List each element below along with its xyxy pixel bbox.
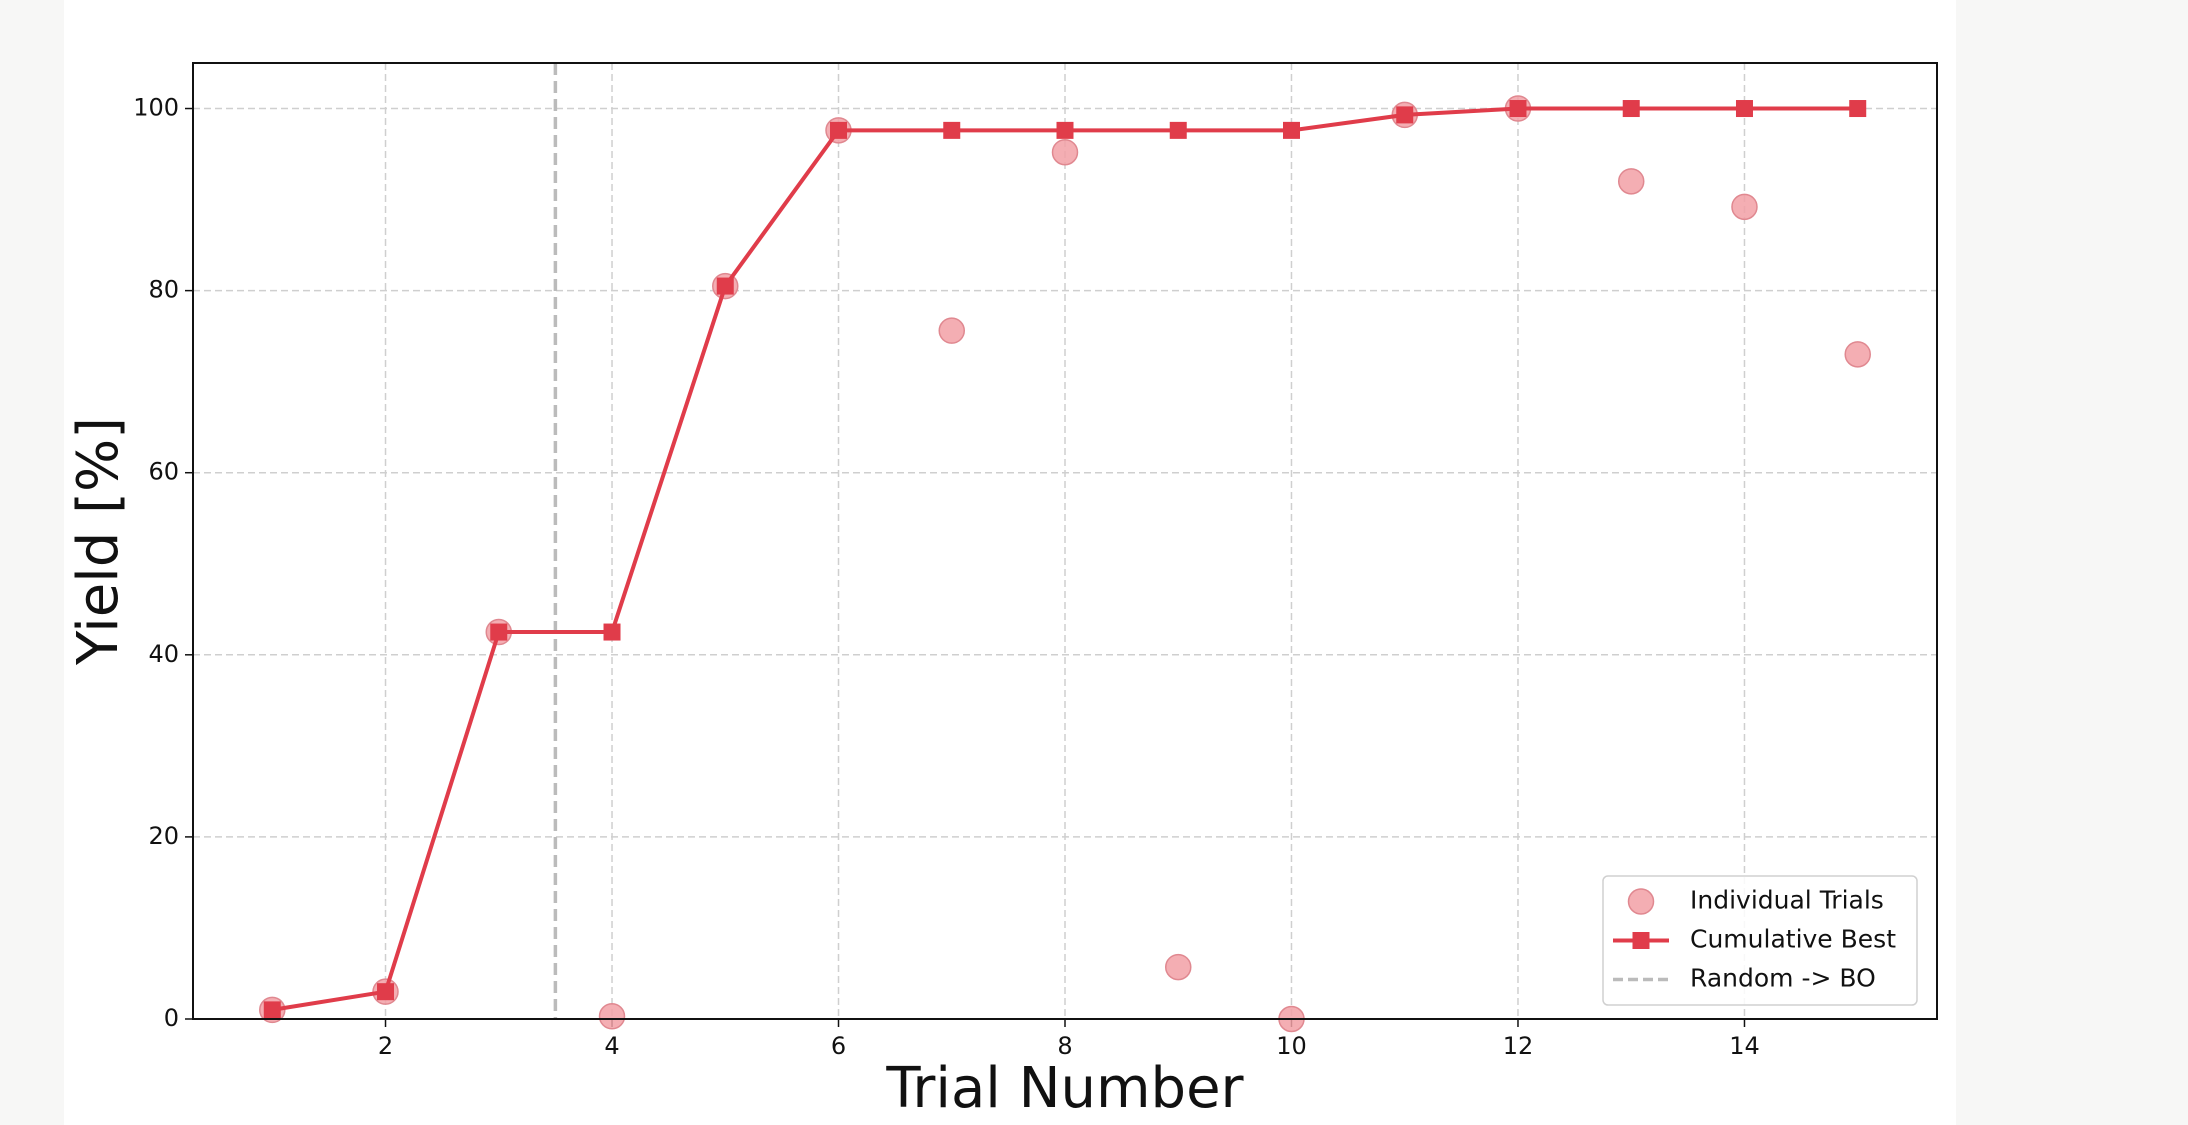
y-tick-label: 100 <box>133 94 179 122</box>
data-point <box>263 1001 281 1019</box>
data-point <box>1051 138 1079 166</box>
x-tick-label: 10 <box>1276 1032 1307 1060</box>
x-tick-label: 4 <box>604 1032 619 1060</box>
legend-marker <box>1627 888 1655 915</box>
data-point <box>943 121 961 139</box>
y-tick-label: 80 <box>148 276 179 304</box>
x-tick-label: 6 <box>831 1032 846 1060</box>
x-tick-label: 14 <box>1729 1032 1760 1060</box>
data-point <box>1622 100 1640 118</box>
data-point <box>1396 106 1414 124</box>
legend-label: Random -> BO <box>1690 964 1876 993</box>
data-point <box>1169 121 1187 139</box>
data-point <box>1731 193 1758 221</box>
plot-frame <box>192 62 1938 1020</box>
data-point <box>603 623 621 641</box>
data-point <box>1056 121 1074 139</box>
data-point <box>490 623 508 641</box>
data-point <box>1509 100 1527 118</box>
data-point <box>1282 121 1300 139</box>
data-point <box>1849 100 1867 118</box>
x-tick-label: 2 <box>378 1032 393 1060</box>
y-tick-label: 20 <box>148 822 179 850</box>
legend-label: Individual Trials <box>1690 886 1884 915</box>
legend-marker <box>1632 932 1650 949</box>
y-axis-label: Yield [%] <box>66 417 131 666</box>
data-point <box>377 983 395 1001</box>
data-point <box>938 317 966 344</box>
y-tick-label: 40 <box>148 640 179 668</box>
data-point <box>598 1003 626 1030</box>
x-tick-label: 8 <box>1057 1032 1072 1060</box>
data-point <box>830 121 848 139</box>
x-tick-label: 12 <box>1503 1032 1534 1060</box>
y-tick-label: 60 <box>148 458 179 486</box>
legend: Individual Trials Cumulative Best Random -… <box>1602 875 1918 1006</box>
data-point <box>1844 341 1871 368</box>
legend-box <box>1602 875 1918 1006</box>
y-tick-label: 0 <box>164 1004 179 1032</box>
data-point <box>1735 100 1753 118</box>
data-point <box>1164 953 1192 981</box>
data-point <box>716 277 734 295</box>
x-axis-label: Trial Number <box>885 1056 1244 1121</box>
legend-label: Cumulative Best <box>1690 925 1896 954</box>
data-point <box>1617 168 1645 195</box>
